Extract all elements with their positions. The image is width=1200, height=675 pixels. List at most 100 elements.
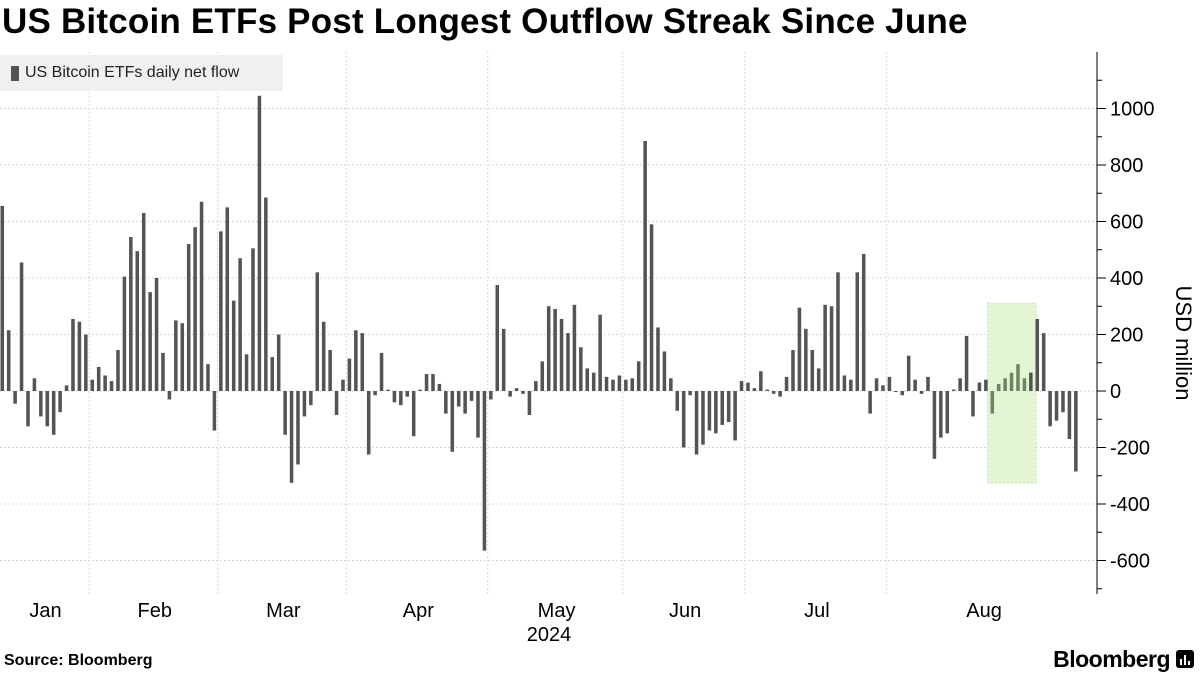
- bar: [270, 357, 275, 391]
- bar: [797, 307, 802, 391]
- bar: [861, 253, 866, 391]
- bar: [84, 334, 88, 391]
- bar: [212, 391, 217, 431]
- bar: [1061, 391, 1065, 413]
- bar: [784, 376, 789, 391]
- bar: [1022, 378, 1027, 391]
- bar: [1016, 364, 1020, 391]
- source-note: Source: Bloomberg: [4, 652, 153, 669]
- bar: [77, 321, 82, 391]
- bar: [437, 383, 442, 391]
- y-tick-label: 800: [1110, 155, 1143, 177]
- bar: [701, 391, 705, 445]
- y-axis-label: USD million: [1171, 286, 1196, 401]
- bar: [501, 328, 506, 391]
- year-label: 2024: [527, 624, 572, 646]
- bar: [508, 391, 512, 397]
- bar: [122, 276, 127, 391]
- bar: [334, 391, 339, 416]
- bar: [167, 391, 172, 400]
- bar: [58, 391, 62, 413]
- bar: [566, 333, 570, 391]
- bar: [842, 375, 847, 391]
- bar: [662, 351, 667, 391]
- bar: [804, 328, 808, 391]
- bar: [360, 333, 365, 391]
- bar: [945, 391, 950, 434]
- bar: [746, 382, 750, 391]
- bar: [636, 361, 641, 391]
- y-tick-label: 0: [1110, 381, 1121, 403]
- bar: [347, 358, 352, 391]
- bar: [521, 391, 525, 394]
- bar: [514, 388, 519, 391]
- bar: [463, 391, 467, 414]
- bar: [855, 272, 860, 391]
- bar: [39, 391, 43, 417]
- bar: [585, 368, 590, 391]
- bar: [456, 391, 461, 407]
- y-tick-label: -400: [1110, 494, 1150, 516]
- bar: [174, 320, 178, 391]
- bar: [373, 391, 377, 396]
- bar: [392, 391, 397, 403]
- bar: [90, 379, 95, 391]
- y-axis: 1000 800 600 400 200 0 -200 -400 -600: [1096, 52, 1155, 594]
- bar: [13, 391, 17, 404]
- bar: [778, 391, 782, 397]
- legend: US Bitcoin ETFs daily net flow: [0, 55, 283, 91]
- brand-wordmark: Bloomberg: [1053, 646, 1170, 672]
- bar: [611, 379, 615, 391]
- bar: [482, 391, 487, 551]
- bar: [161, 352, 165, 391]
- bar: [296, 391, 300, 465]
- bar: [707, 391, 712, 431]
- bar: [45, 391, 50, 427]
- bar: [276, 334, 281, 391]
- bar: [321, 321, 326, 391]
- bar: [726, 391, 731, 423]
- bar: [604, 376, 609, 391]
- bar: [656, 327, 660, 391]
- bar: [386, 389, 390, 391]
- bar: [354, 330, 358, 391]
- legend-label: US Bitcoin ETFs daily net flow: [25, 64, 240, 81]
- x-tick-label: Jan: [29, 600, 61, 622]
- bar: [553, 309, 557, 391]
- bar: [836, 272, 840, 391]
- bar-series: [0, 95, 1078, 551]
- x-tick-label: Apr: [403, 600, 434, 622]
- bar: [418, 389, 422, 391]
- bar: [199, 201, 204, 391]
- bar: [630, 378, 635, 391]
- bar: [1029, 372, 1033, 391]
- bar: [379, 352, 384, 391]
- bar: [624, 379, 628, 391]
- bar: [829, 306, 834, 391]
- bar: [759, 371, 763, 391]
- bar: [739, 381, 744, 391]
- y-tick-label: -200: [1110, 438, 1150, 460]
- bar: [1041, 333, 1046, 391]
- bar: [939, 391, 943, 438]
- bar: [1074, 391, 1078, 472]
- bar: [874, 378, 879, 391]
- bar: [984, 379, 988, 391]
- bar: [900, 391, 905, 396]
- x-axis: Jan Feb Mar Apr May Jun Jul Aug: [29, 600, 1001, 622]
- bar: [649, 224, 654, 391]
- bar: [990, 391, 995, 414]
- bar: [231, 300, 236, 391]
- y-tick-label: 400: [1110, 268, 1143, 290]
- bar: [849, 379, 853, 391]
- bar: [495, 285, 500, 391]
- bar: [1009, 372, 1014, 391]
- bar: [675, 391, 680, 411]
- bar: [546, 306, 551, 391]
- bar: [26, 391, 30, 427]
- bar: [688, 391, 692, 396]
- bar: [399, 391, 403, 406]
- bar: [251, 248, 255, 391]
- bar: [881, 385, 885, 391]
- bar: [206, 364, 210, 391]
